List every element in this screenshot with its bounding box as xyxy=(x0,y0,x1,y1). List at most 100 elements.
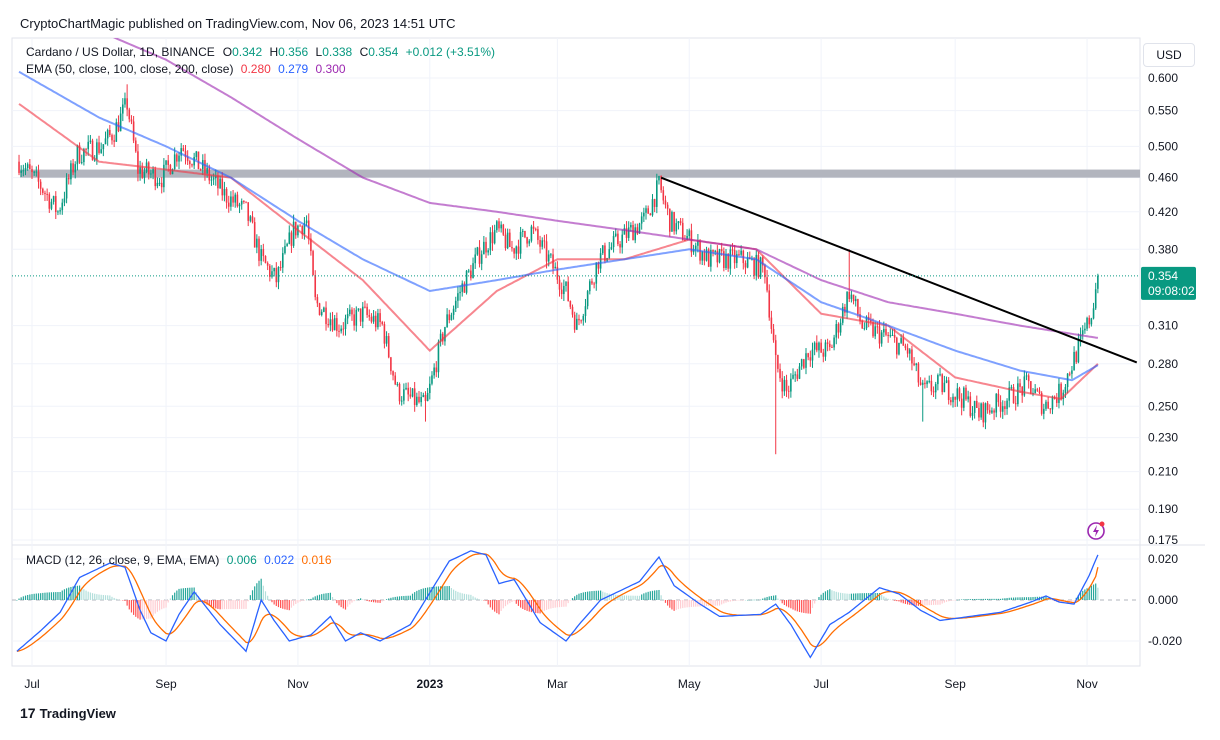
macd-histogram-bar xyxy=(176,590,178,600)
price-tick-label: 0.380 xyxy=(1148,242,1178,256)
candle xyxy=(824,339,827,361)
macd-histogram-bar xyxy=(316,595,318,600)
candle-body xyxy=(498,221,500,229)
candle xyxy=(630,222,632,232)
candle xyxy=(807,352,809,361)
last-price-badge xyxy=(1141,266,1196,300)
macd-histogram-bar xyxy=(1045,596,1047,600)
symbol-legend[interactable]: Cardano / US Dollar, 1D, BINANCE O0.342 H… xyxy=(26,45,499,59)
candle-body xyxy=(1034,389,1036,394)
macd-histogram-bar xyxy=(312,597,314,600)
candle-body xyxy=(764,265,766,278)
macd-histogram-bar xyxy=(117,599,120,601)
macd-histogram-bar xyxy=(805,600,807,614)
candle-body xyxy=(80,162,83,164)
trendline xyxy=(660,176,1138,364)
candle-body xyxy=(610,247,613,250)
candle-body xyxy=(463,283,466,293)
price-tick-label: 0.190 xyxy=(1148,502,1178,516)
macd-histogram-bar xyxy=(742,600,744,601)
macd-histogram-bar xyxy=(111,596,113,600)
macd-histogram-bar xyxy=(820,594,822,600)
macd-histogram-bar xyxy=(848,593,850,600)
candle xyxy=(956,383,959,407)
candle xyxy=(502,223,505,236)
macd-histogram-bar xyxy=(40,593,42,600)
macd-histogram-bar xyxy=(684,600,686,608)
tradingview-logo[interactable]: 17 TradingView xyxy=(20,705,116,721)
candle-body xyxy=(91,140,94,161)
macd-histogram-bar xyxy=(461,593,463,600)
candle xyxy=(1090,317,1093,327)
macd-histogram-bar xyxy=(122,600,124,601)
candle xyxy=(230,191,232,211)
macd-tick-label: -0.020 xyxy=(1148,634,1182,648)
candle xyxy=(176,152,178,167)
macd-histogram-bar xyxy=(755,599,757,601)
macd-histogram-bar xyxy=(932,600,935,605)
candle xyxy=(967,390,969,403)
macd-histogram-bar xyxy=(604,592,606,600)
candle-body xyxy=(900,338,902,343)
candle-body xyxy=(1064,387,1067,393)
candle xyxy=(980,402,982,420)
macd-histogram-bar xyxy=(1049,599,1051,600)
candle-body xyxy=(245,201,247,203)
candle-body xyxy=(344,318,347,330)
ema-legend[interactable]: EMA (50, close, 100, close, 200, close) … xyxy=(26,62,350,76)
macd-histogram-bar xyxy=(578,593,580,600)
candle-body xyxy=(89,140,92,142)
macd-histogram-bar xyxy=(1058,600,1060,603)
candle xyxy=(325,301,327,331)
candle-body xyxy=(917,363,920,383)
candle xyxy=(292,214,295,248)
currency-button[interactable]: USD xyxy=(1143,43,1195,67)
macd-histogram-bar xyxy=(217,600,219,609)
candle xyxy=(122,98,124,122)
candle xyxy=(160,177,163,194)
candle-body xyxy=(273,268,275,272)
candle xyxy=(835,320,838,345)
macd-histogram-bar xyxy=(394,596,396,600)
macd-histogram-bar xyxy=(818,597,820,600)
candle-body xyxy=(1014,403,1017,405)
candle xyxy=(180,143,182,162)
candle-body xyxy=(416,396,418,405)
macd-histogram-bar xyxy=(857,593,859,600)
macd-histogram-bar xyxy=(950,600,952,601)
macd-histogram-bar xyxy=(53,592,55,600)
macd-histogram-bar xyxy=(1071,600,1073,602)
price-tick-label: 0.600 xyxy=(1148,71,1178,85)
macd-histogram-bar xyxy=(587,591,589,600)
lightning-alert-icon[interactable] xyxy=(1087,521,1105,540)
candle xyxy=(984,402,987,430)
candle-body xyxy=(355,309,358,326)
candle xyxy=(746,252,749,269)
macd-histogram-bar xyxy=(262,585,264,600)
candle-body xyxy=(1025,375,1028,377)
symbol-name: Cardano / US Dollar, 1D, BINANCE xyxy=(26,45,215,59)
candle xyxy=(74,161,77,179)
candle-body xyxy=(1036,389,1039,391)
candle-body xyxy=(39,181,42,189)
candle xyxy=(48,192,51,213)
candle xyxy=(214,169,217,186)
candle-body xyxy=(852,294,855,302)
candle-body xyxy=(115,122,118,142)
macd-histogram-bar xyxy=(372,600,375,603)
candle xyxy=(448,309,451,324)
candle xyxy=(1051,395,1054,415)
macd-histogram-bar xyxy=(509,600,511,604)
macd-histogram-bar xyxy=(323,593,325,600)
candle-body xyxy=(230,196,232,207)
macd-histogram-bar xyxy=(18,598,20,600)
candle-body xyxy=(794,374,796,376)
macd-legend[interactable]: MACD (12, 26, close, 9, EMA, EMA) 0.006 … xyxy=(26,553,336,567)
candle xyxy=(277,266,280,290)
candle-body xyxy=(947,380,950,401)
candle-body xyxy=(286,243,288,246)
candle xyxy=(677,220,680,230)
candle xyxy=(1097,273,1099,294)
